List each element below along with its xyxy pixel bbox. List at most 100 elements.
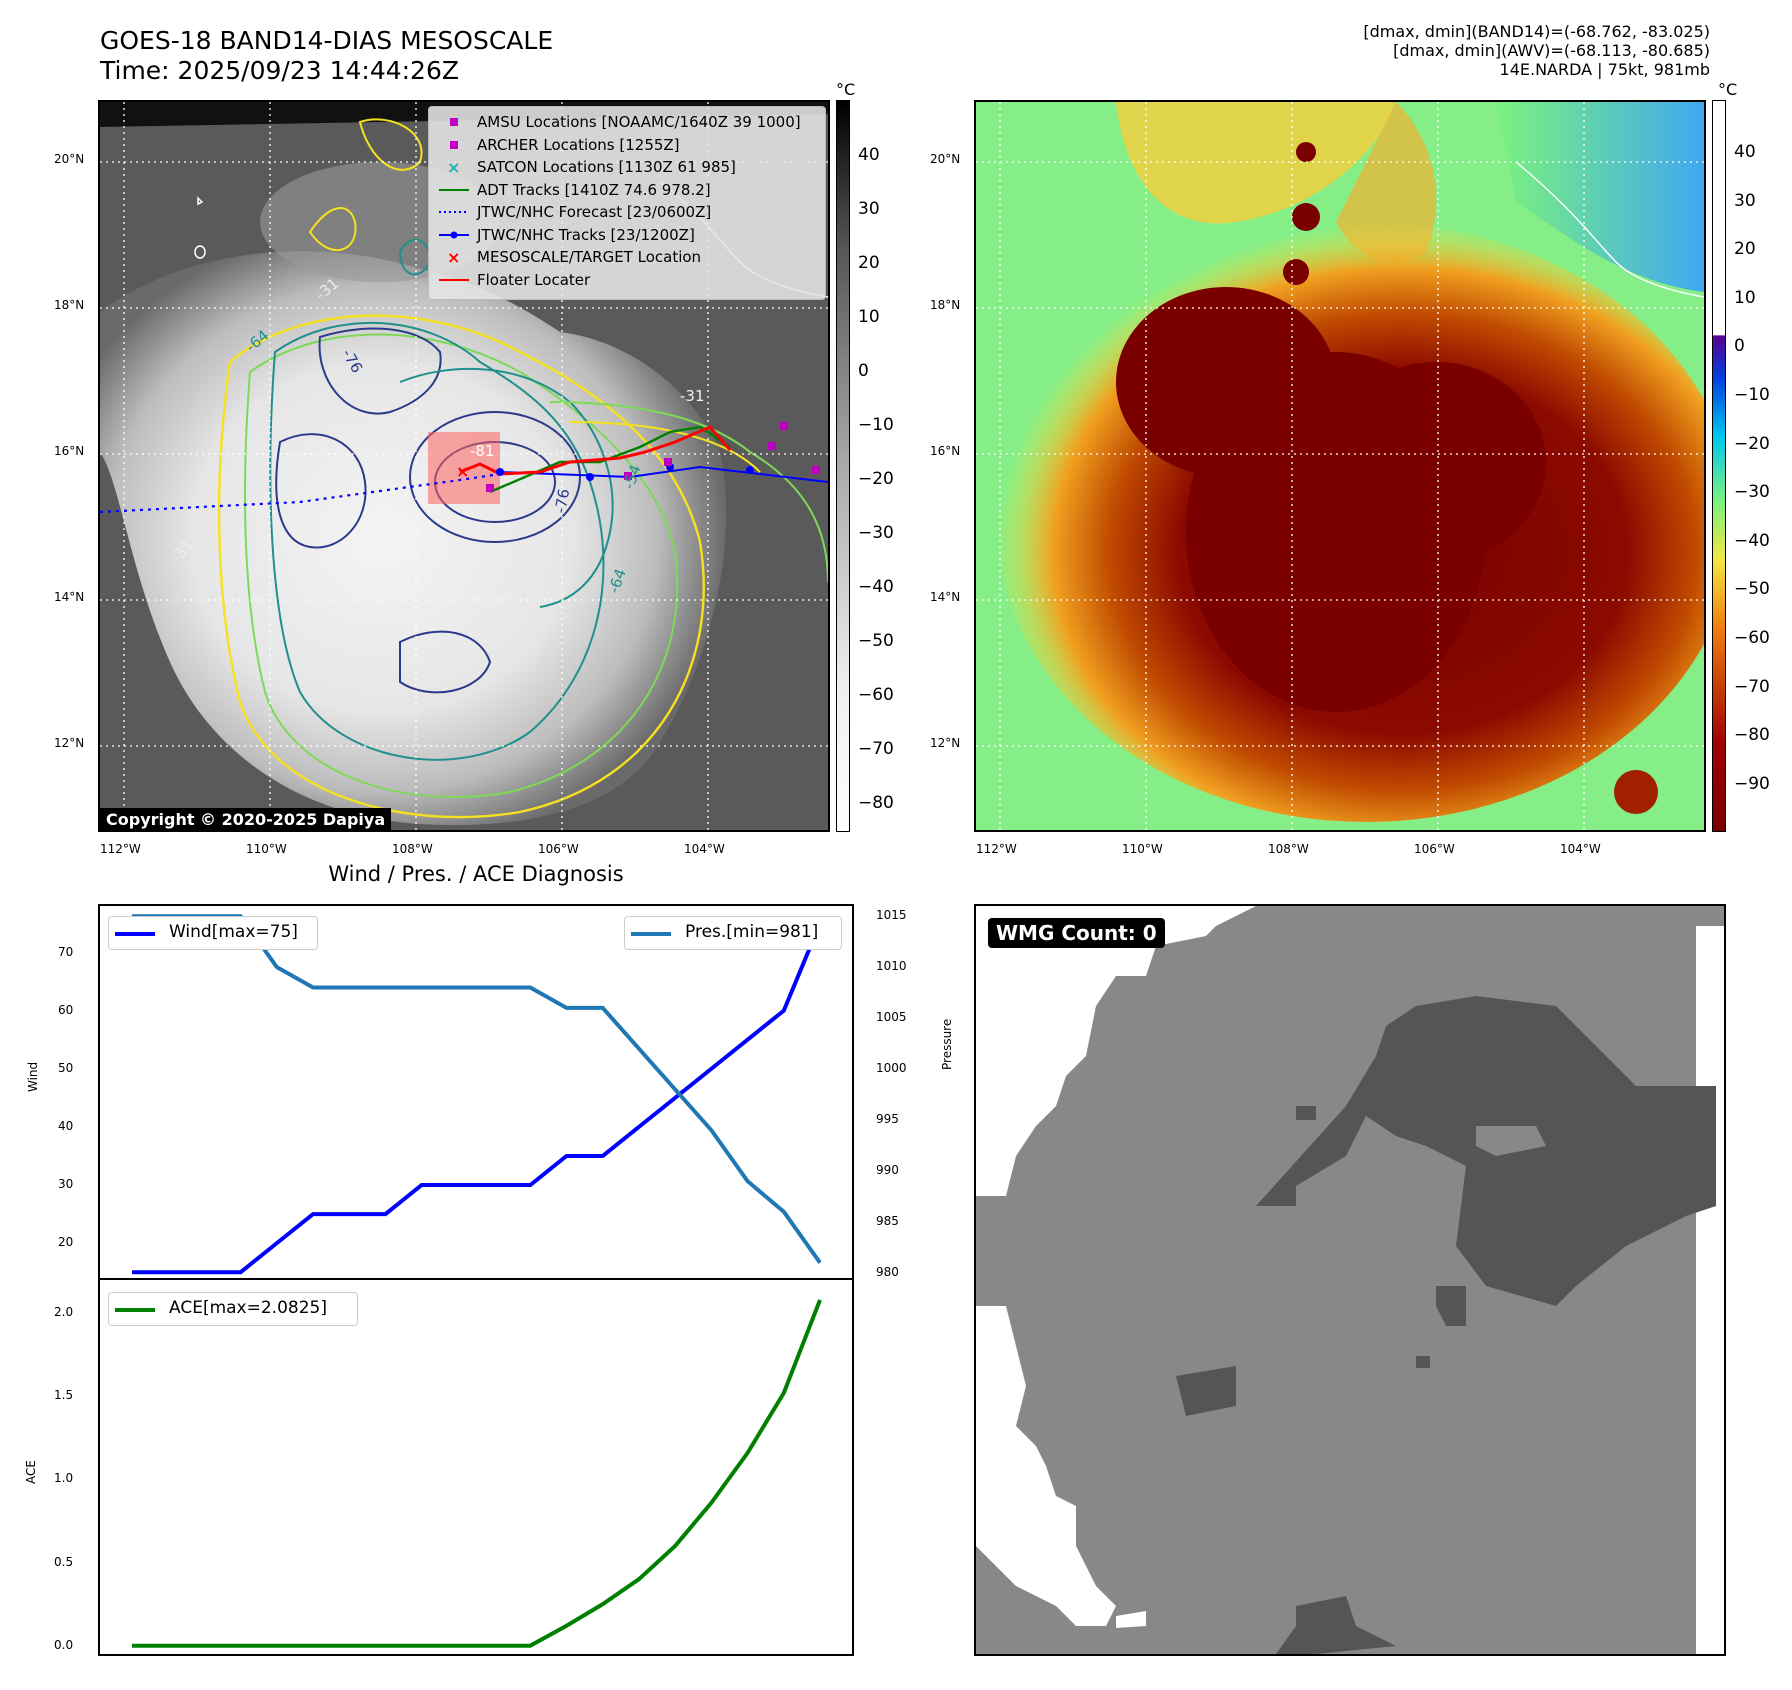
lat-tick-label: 16°N: [930, 444, 961, 458]
colorbar-left-tick: −50: [858, 631, 894, 651]
colorbar-left-tick: −70: [858, 739, 894, 759]
lon-tick-label: 110°W: [1122, 842, 1163, 856]
colorbar-right-tick: 40: [1734, 142, 1756, 162]
colorbar-right-tick: 10: [1734, 287, 1756, 308]
legend-dot-marker: [450, 231, 458, 238]
pressure-axis-label: Pressure: [940, 1018, 954, 1070]
legend-label: SATCON Locations [1130Z 61 985]: [477, 158, 736, 176]
colorbar-right: [1712, 100, 1726, 832]
pressure-tick-label: 985: [876, 1213, 899, 1228]
colorbar-left-tick: 40: [858, 145, 880, 165]
lat-tick-label: 14°N: [54, 590, 85, 604]
pressure-tick-label: 1015: [876, 908, 907, 923]
ace-tick-label: 2.0: [54, 1305, 74, 1320]
legend-symbol: [450, 140, 458, 149]
map-gridlines-right: [976, 102, 1704, 830]
lat-tick-label: 12°N: [54, 736, 85, 750]
pressure-tick-label: 1000: [876, 1061, 907, 1076]
colorbar-left-tick: −10: [858, 415, 894, 435]
colorbar-left-tick: −20: [858, 469, 894, 489]
wmg-panel: WMG Count: 0: [974, 904, 1726, 1656]
lat-tick-label: 20°N: [930, 152, 961, 166]
wind-tick-label: 30: [58, 1177, 74, 1191]
colorbar-right-tick: 0: [1734, 336, 1745, 357]
legend-square-marker: [450, 118, 458, 126]
legend-label: JTWC/NHC Forecast [23/0600Z]: [477, 203, 712, 221]
colorbar-right-tick: −70: [1734, 676, 1770, 697]
lat-tick-label: 12°N: [930, 736, 961, 750]
ace-legend-line: [115, 1308, 155, 1312]
colorbar-left-tick: 0: [858, 361, 869, 381]
ace-legend-label: ACE[max=2.0825]: [169, 1298, 327, 1318]
lat-tick-label: 18°N: [54, 298, 85, 312]
lon-tick-label: 110°W: [246, 842, 287, 856]
amsu-archer-points: [486, 422, 820, 492]
floater-track: [459, 425, 732, 476]
chart-title: GOES-18 BAND14-DIAS MESOSCALE: [100, 26, 554, 55]
lon-tick-label: 108°W: [392, 842, 433, 856]
ace-tick-label: 0.0: [54, 1637, 74, 1652]
colorbar-left-tick: −80: [858, 793, 894, 813]
info-band14: [dmax, dmin](BAND14)=(-68.762, -83.025): [1363, 22, 1710, 41]
pressure-tick-label: 995: [876, 1112, 899, 1127]
jtwc-track: [499, 465, 828, 483]
wind-tick-label: 40: [58, 1118, 74, 1133]
pressure-series-line: [132, 914, 822, 1264]
legend-label: ARCHER Locations [1255Z]: [477, 135, 680, 154]
ace-tick-label: 0.5: [54, 1554, 74, 1569]
awv-map: [974, 100, 1706, 832]
colorbar-right-tick: −30: [1734, 482, 1770, 503]
wind-axis-label: Wind: [26, 1061, 40, 1092]
ace-plot: [132, 1299, 822, 1648]
legend-x-marker: ×: [447, 248, 460, 267]
pressure-tick-label: 980: [876, 1264, 899, 1279]
info-awv: [dmax, dmin](AWV)=(-68.113, -80.685): [1393, 41, 1710, 60]
legend-x-marker: ×: [447, 158, 460, 177]
legend-square-marker: [450, 140, 458, 149]
colorbar-right-tick: −20: [1734, 433, 1770, 454]
lon-tick-label: 106°W: [538, 842, 579, 856]
chart-time: Time: 2025/09/23 14:44:26Z: [100, 56, 459, 85]
target-marker: ×: [456, 462, 469, 481]
colorbar-left-tick: 10: [858, 307, 880, 327]
ace-tick-label: 1.0: [54, 1471, 74, 1486]
legend-symbol: [439, 188, 469, 191]
lat-tick-label: 18°N: [930, 298, 961, 312]
adt-track: [489, 425, 731, 494]
legend-symbol: [439, 231, 469, 238]
colorbar-right-tick: 30: [1734, 190, 1756, 211]
lon-tick-label: 112°W: [976, 842, 1017, 856]
lon-tick-label: 112°W: [100, 842, 141, 856]
contour-label: -31: [680, 387, 705, 405]
ace-chart: ACE[max=2.0825]: [98, 1278, 854, 1656]
wind-tick-label: 70: [58, 944, 74, 959]
wind-pressure-chart: Wind[max=75] Pres.[min=981]: [98, 904, 854, 1280]
legend-label: ADT Tracks [1410Z 74.6 978.2]: [477, 180, 711, 199]
colorbar-left-unit: °C: [836, 80, 856, 99]
legend-symbol: [439, 278, 469, 281]
wind-series-line: [132, 922, 822, 1275]
wmg-count-badge: WMG Count: 0: [988, 918, 1165, 948]
ace-series-line: [132, 1299, 822, 1648]
wind-legend: Wind[max=75]: [108, 916, 318, 950]
pressure-tick-label: 1010: [876, 959, 907, 974]
colorbar-right-tick: −90: [1734, 773, 1770, 794]
wind-tick-label: 50: [58, 1060, 74, 1075]
wind-legend-line: [115, 932, 155, 936]
lat-tick-label: 16°N: [54, 444, 85, 458]
forecast-track: [100, 472, 501, 514]
lat-tick-label: 14°N: [930, 590, 961, 604]
pressure-tick-label: 1005: [876, 1010, 907, 1025]
wind-tick-label: 20: [58, 1235, 74, 1250]
colorbar-right-unit: °C: [1718, 80, 1738, 99]
info-block: [dmax, dmin](BAND14)=(-68.762, -83.025) …: [1110, 22, 1710, 79]
pressure-legend: Pres.[min=981]: [624, 916, 842, 950]
pressure-tick-label: 990: [876, 1162, 899, 1177]
lon-tick-label: 104°W: [1560, 842, 1601, 856]
lon-tick-label: 106°W: [1414, 842, 1455, 856]
storm-info: 14E.NARDA | 75kt, 981mb: [1499, 60, 1710, 79]
awv-imagery: [976, 102, 1704, 830]
colorbar-right-tick: 20: [1734, 239, 1756, 260]
lon-tick-label: 108°W: [1268, 842, 1309, 856]
legend-label: Floater Locater: [477, 270, 591, 289]
